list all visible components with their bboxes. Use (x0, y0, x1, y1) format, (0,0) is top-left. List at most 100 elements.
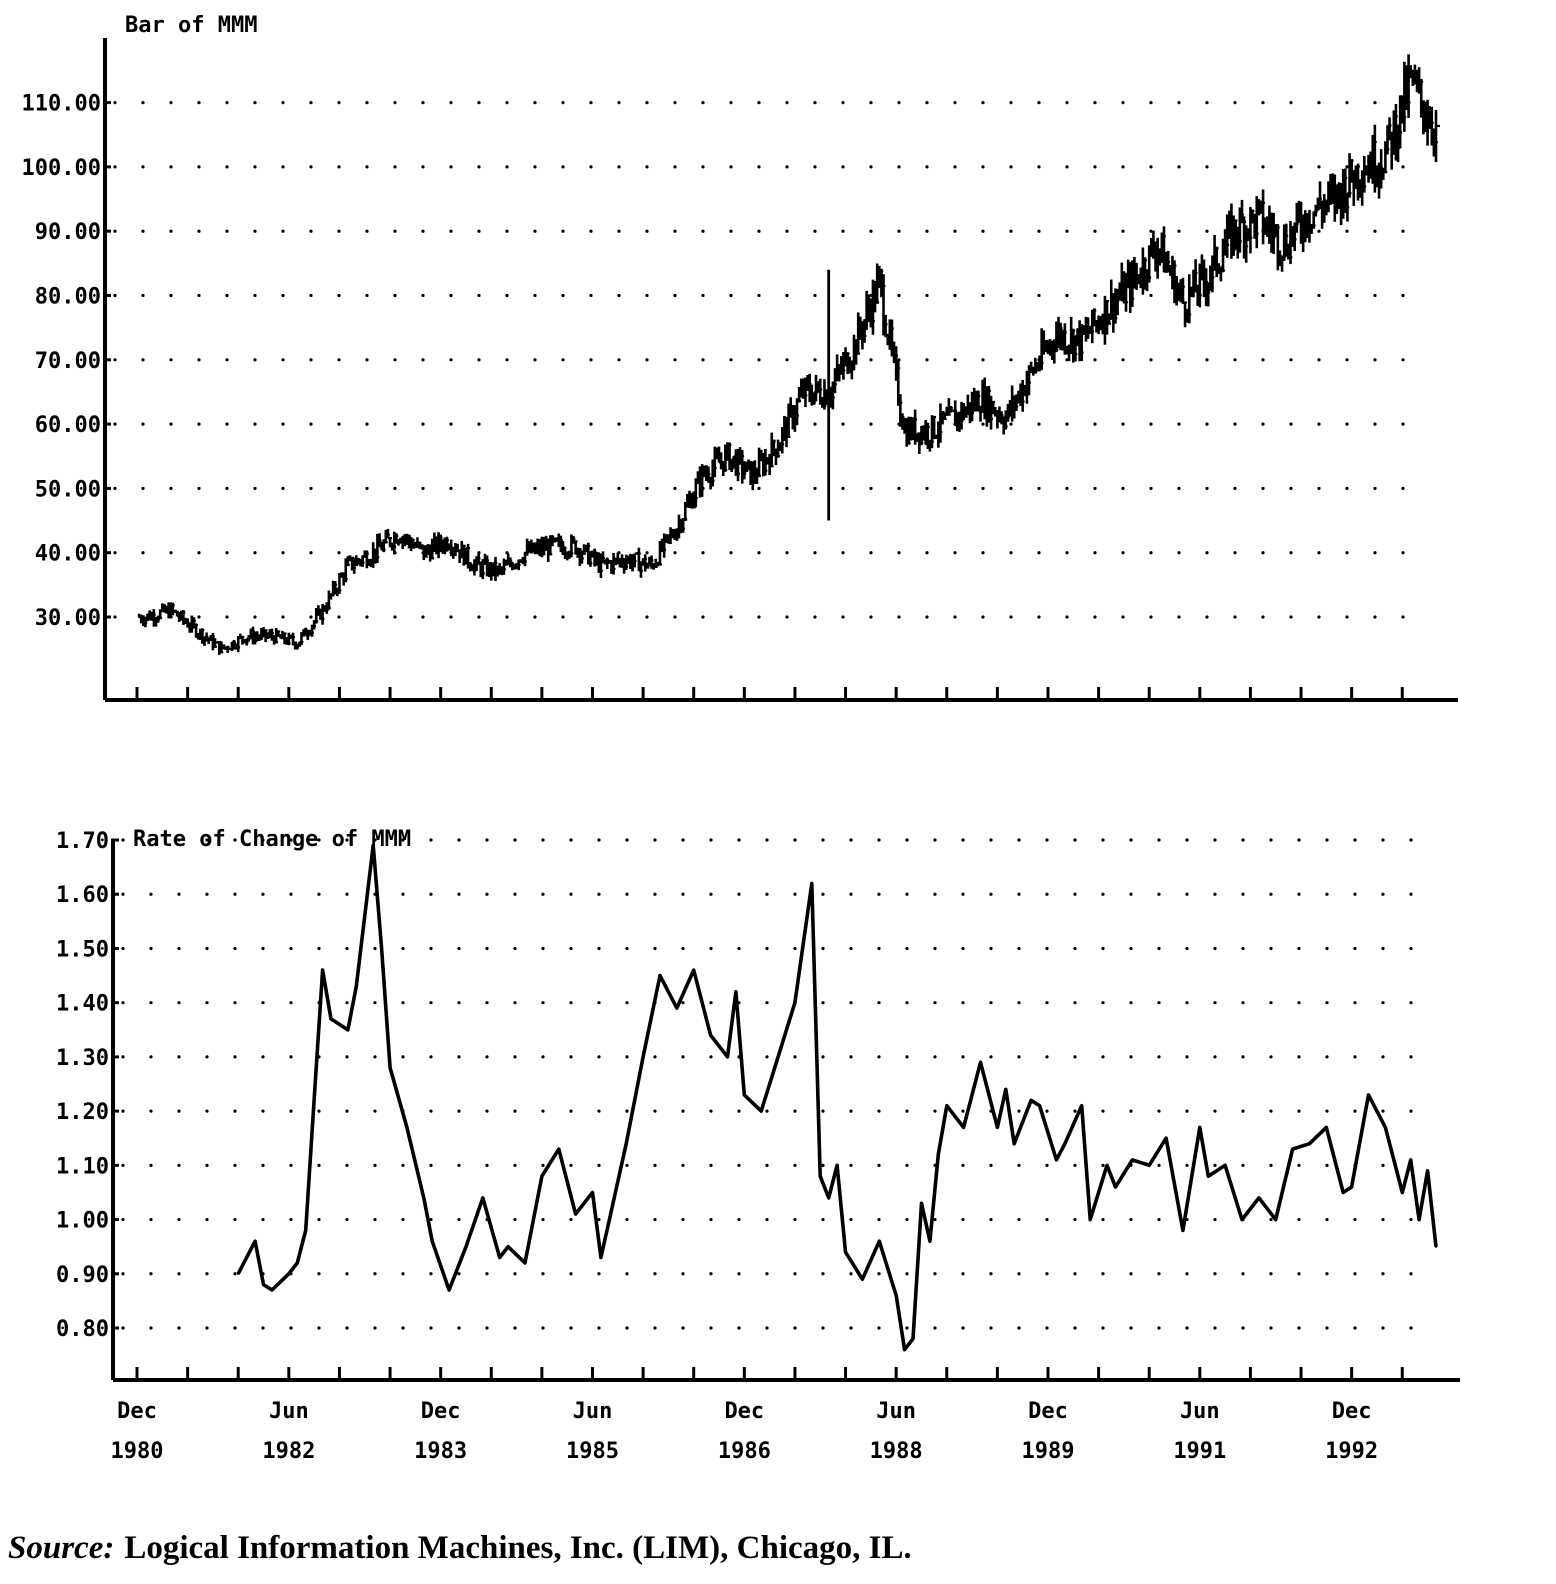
x-tick-label-month: Dec (1028, 1399, 1068, 1424)
rate-point (1088, 1218, 1092, 1221)
line-chart-panel: 1.70 1.60 1.50 1.40 1.30 1.20 1.10 1.00 0.90 0.80… (56, 827, 1460, 1382)
rate-point (1114, 1185, 1117, 1189)
rate-point (405, 1126, 409, 1129)
rate-point (1342, 1191, 1345, 1194)
rate-point (1013, 1142, 1016, 1145)
rate-point (979, 1061, 982, 1064)
x-tick-label-month: Dec (1332, 1399, 1372, 1424)
top-chart-title: Bar of MMM (125, 13, 257, 38)
rate-of-change-line (236, 843, 1438, 1352)
rate-point (658, 974, 662, 977)
rate-point (1325, 1126, 1328, 1129)
rate-point (1207, 1174, 1210, 1178)
rate-point (743, 1093, 746, 1097)
rate-point (557, 1147, 560, 1151)
rate-point (962, 1126, 965, 1129)
bar-chart-panel: 110.00 100.00 90.00 80.00 70.00 60.00 50.00 40.… (22, 13, 1458, 702)
x-tick-label-year: 1983 (414, 1439, 467, 1464)
rate-point (523, 1261, 527, 1265)
rate-point (253, 1240, 257, 1243)
rate-point (1350, 1185, 1353, 1189)
bottom-y-tick-label: 1.00 (56, 1209, 109, 1234)
top-y-tick-labels: 110.00 100.00 90.00 80.00 70.00 60.00 50.00 40.… (22, 92, 101, 631)
rate-point (355, 985, 358, 988)
rate-point (1240, 1218, 1244, 1221)
x-axis-labels: Dec 1980 Jun 1982 Dec 1983 Jun 1985 Dec 1986 Jun 19… (111, 1399, 1379, 1464)
rate-point (928, 1240, 932, 1243)
x-tick-label-month: Jun (1180, 1399, 1220, 1424)
rate-point (1038, 1104, 1041, 1107)
x-tick-label-month: Jun (876, 1399, 916, 1424)
rate-point (447, 1288, 451, 1292)
rate-point (1063, 1142, 1067, 1145)
top-y-tick-label: 80.00 (35, 285, 101, 310)
rate-point (625, 1142, 628, 1145)
bottom-y-tick-label: 1.40 (56, 992, 109, 1017)
rate-point (371, 844, 375, 847)
top-y-tick-label: 40.00 (35, 542, 101, 567)
rate-point (1274, 1218, 1277, 1221)
rate-point (506, 1245, 510, 1248)
rate-point (937, 1153, 940, 1156)
rate-point (1181, 1229, 1185, 1232)
rate-point (296, 1261, 299, 1265)
rate-point (599, 1256, 603, 1259)
top-price-bars (137, 54, 1440, 655)
top-y-tick-label: 90.00 (35, 220, 101, 245)
rate-point (312, 1099, 316, 1102)
rate-point (709, 1034, 712, 1037)
rate-point (287, 1272, 291, 1275)
x-tick-label-year: 1985 (566, 1439, 619, 1464)
rate-point (810, 882, 814, 885)
bottom-y-tick-label: 0.80 (56, 1317, 109, 1342)
rate-point (1434, 1245, 1438, 1248)
rate-point (827, 1196, 830, 1200)
rate-point (1257, 1196, 1261, 1200)
x-tick-label-year: 1989 (1021, 1439, 1074, 1464)
top-y-tick-label: 30.00 (35, 606, 101, 631)
rate-point (270, 1288, 274, 1292)
rate-point (861, 1278, 864, 1281)
top-grid (113, 100, 1420, 619)
bottom-chart-title: Rate of Change of MMM (133, 827, 411, 852)
bottom-y-tick-label: 1.50 (56, 937, 109, 962)
rate-point (1004, 1088, 1008, 1091)
rate-point (1131, 1158, 1134, 1162)
source-note: Source: Logical Information Machines, Inc… (8, 1530, 912, 1567)
rate-point (1401, 1191, 1404, 1194)
rate-point (380, 947, 383, 950)
bottom-axes (111, 838, 1460, 1382)
x-tick-label-year: 1980 (111, 1439, 164, 1464)
rate-point (464, 1245, 468, 1248)
rate-point (540, 1174, 544, 1178)
rate-point (498, 1256, 501, 1259)
rate-point (734, 990, 738, 994)
x-tick-label-year: 1986 (718, 1439, 771, 1464)
rate-point (776, 1055, 780, 1059)
rate-point (1417, 1218, 1421, 1221)
rate-point (431, 1240, 434, 1243)
bottom-y-tick-label: 1.70 (56, 829, 109, 854)
top-y-tick-label: 60.00 (35, 413, 101, 438)
rate-point (692, 968, 695, 972)
rate-point (346, 1028, 350, 1031)
rate-point (945, 1104, 948, 1107)
x-tick-label-year: 1988 (870, 1439, 923, 1464)
x-tick-label-year: 1991 (1173, 1439, 1226, 1464)
rate-point (726, 1055, 729, 1059)
rate-point (844, 1250, 847, 1254)
x-tick-label-month: Jun (573, 1399, 613, 1424)
top-y-tick-label: 110.00 (22, 92, 101, 117)
bottom-y-tick-labels: 1.70 1.60 1.50 1.40 1.30 1.20 1.10 1.00 0.90 0.80 (56, 829, 109, 1342)
rate-point (1291, 1147, 1294, 1151)
bottom-y-tick-label: 1.60 (56, 883, 109, 908)
rate-point (1198, 1126, 1202, 1129)
x-tick-label-month: Dec (421, 1399, 461, 1424)
top-axes (103, 38, 1458, 702)
rate-point (422, 1196, 425, 1200)
x-tick-label-year: 1992 (1325, 1439, 1378, 1464)
rate-point (481, 1196, 485, 1200)
top-y-tick-label: 100.00 (22, 156, 101, 181)
rate-point (1105, 1164, 1109, 1167)
